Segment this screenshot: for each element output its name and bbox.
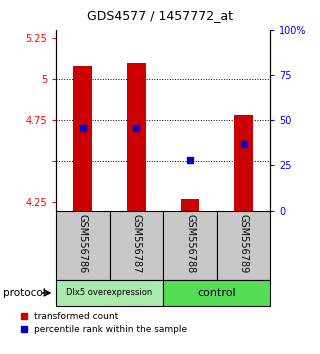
Text: GSM556786: GSM556786 bbox=[78, 214, 88, 273]
Text: control: control bbox=[197, 288, 236, 298]
Text: protocol: protocol bbox=[3, 288, 46, 298]
Text: GSM556787: GSM556787 bbox=[132, 214, 141, 273]
Bar bbox=[56, 211, 109, 280]
Bar bbox=[234, 115, 253, 211]
Bar bbox=[180, 199, 199, 211]
Bar bbox=[109, 211, 163, 280]
Text: GDS4577 / 1457772_at: GDS4577 / 1457772_at bbox=[87, 10, 233, 22]
Bar bbox=[163, 211, 217, 280]
Bar bbox=[56, 280, 163, 306]
Text: GSM556789: GSM556789 bbox=[239, 214, 249, 273]
Text: GSM556788: GSM556788 bbox=[185, 214, 195, 273]
Text: Dlx5 overexpression: Dlx5 overexpression bbox=[67, 289, 153, 297]
Bar bbox=[217, 211, 270, 280]
Bar bbox=[163, 280, 270, 306]
Bar bbox=[73, 66, 92, 211]
Bar bbox=[127, 63, 146, 211]
Legend: transformed count, percentile rank within the sample: transformed count, percentile rank withi… bbox=[20, 313, 187, 334]
